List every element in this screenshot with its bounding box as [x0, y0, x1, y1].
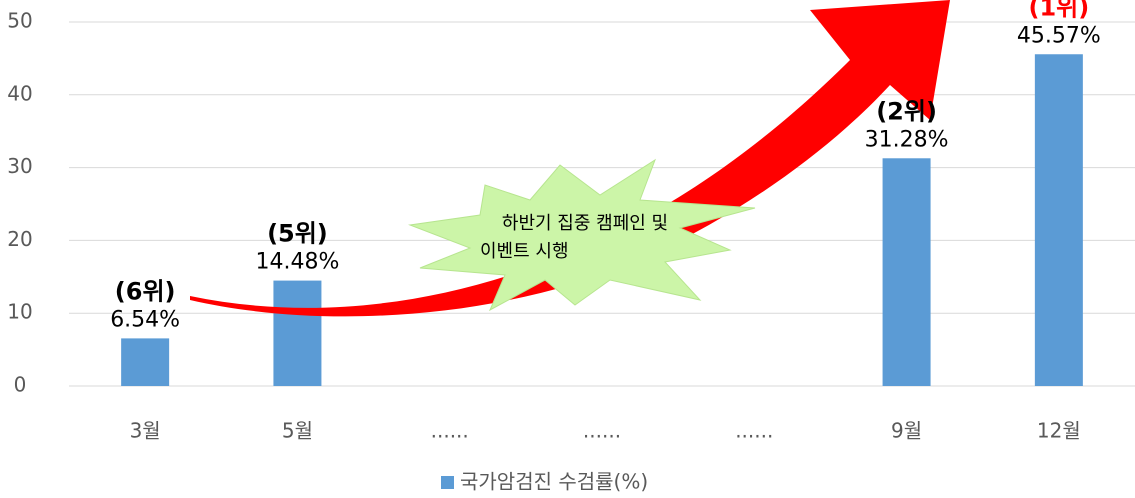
y-tick-label: 30 — [7, 154, 32, 178]
legend: 국가암검진 수검률(%) — [441, 470, 648, 494]
x-tick-label: 3월 — [130, 419, 161, 443]
value-label: 14.48% — [255, 250, 339, 275]
y-tick-label: 10 — [7, 300, 32, 324]
x-tick-label: ...... — [583, 419, 621, 443]
value-label: 6.54% — [110, 307, 180, 332]
bar — [121, 338, 169, 386]
x-tick-label: 9월 — [891, 419, 922, 443]
chart: 01020304050 하반기 집중 캠페인 및 이벤트 시행 3월6.54%(… — [0, 0, 1135, 498]
bar — [273, 281, 321, 386]
rank-label: (5위) — [267, 220, 328, 248]
x-tick-label: ...... — [431, 419, 469, 443]
x-tick-label: ...... — [735, 419, 773, 443]
value-label: 31.28% — [865, 127, 949, 152]
legend-swatch — [441, 476, 454, 489]
bar — [1035, 54, 1083, 386]
annotation: 이벤트 시행 — [480, 241, 569, 262]
legend-label: 국가암검진 수검률(%) — [460, 470, 648, 494]
y-tick-label: 50 — [7, 9, 32, 33]
y-tick-label: 0 — [14, 373, 27, 397]
value-label: 45.57% — [1017, 23, 1101, 48]
rank-label: (6위) — [115, 277, 176, 305]
bar — [883, 158, 931, 386]
annotation: 하반기 집중 캠페인 및 — [502, 213, 668, 234]
y-tick-label: 40 — [7, 81, 32, 105]
x-tick-label: 5월 — [282, 419, 313, 443]
x-tick-label: 12월 — [1037, 419, 1081, 443]
rank-label: (2위) — [876, 97, 937, 125]
y-tick-label: 20 — [7, 227, 32, 251]
rank-label: (1위) — [1028, 0, 1089, 21]
